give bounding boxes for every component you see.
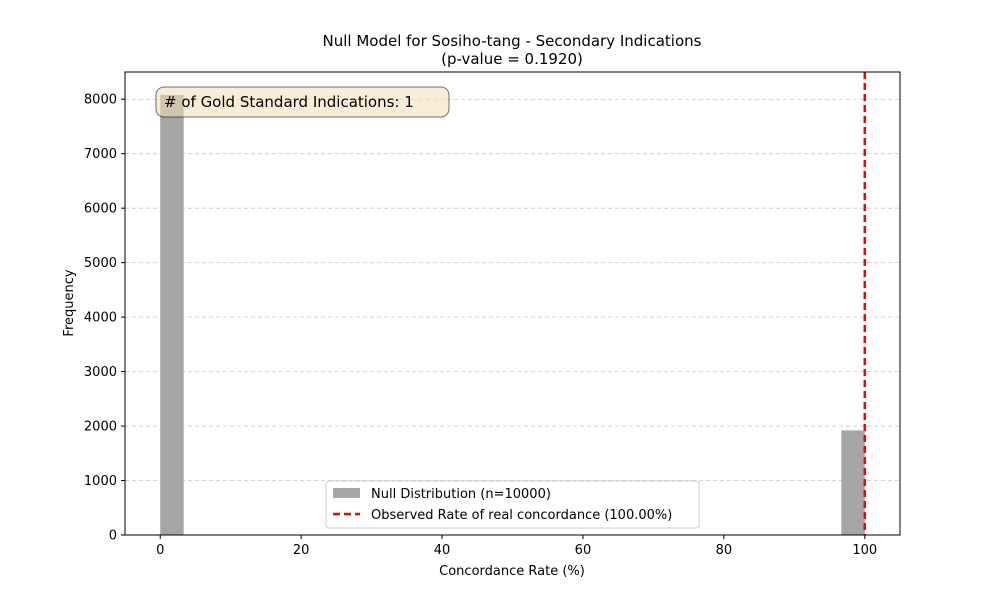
histogram-bar: [160, 94, 184, 535]
y-axis-ticks: 0 1000 2000 3000 4000 5000 6000 7000 8000: [84, 93, 125, 544]
y-tick-label: 4000: [84, 311, 117, 326]
y-tick-label: 6000: [84, 202, 117, 217]
histogram-bar: [841, 430, 865, 535]
legend-label-observed-rate: Observed Rate of real concordance (100.0…: [371, 508, 672, 523]
x-tick-label: 60: [575, 543, 592, 558]
y-tick-label: 1000: [84, 474, 117, 489]
y-tick-label: 8000: [84, 93, 117, 108]
x-tick-label: 0: [156, 543, 164, 558]
y-tick-label: 3000: [84, 365, 117, 380]
y-tick-label: 0: [109, 529, 117, 544]
y-tick-label: 5000: [84, 256, 117, 271]
chart-subtitle: (p-value = 0.1920): [441, 50, 583, 68]
x-axis-label: Concordance Rate (%): [439, 564, 585, 579]
grid-lines: [125, 98, 900, 536]
histogram-bars: [160, 94, 865, 535]
x-axis-ticks: 0 20 40 60 80 100: [156, 535, 877, 558]
legend-label-null-distribution: Null Distribution (n=10000): [371, 487, 551, 502]
y-axis-label: Frequency: [62, 269, 77, 336]
legend: Null Distribution (n=10000) Observed Rat…: [325, 480, 700, 529]
annotation-box: # of Gold Standard Indications: 1: [155, 86, 450, 118]
plot-frame: [124, 71, 901, 536]
legend-swatch-null-distribution: [333, 488, 360, 498]
x-tick-label: 100: [852, 543, 877, 558]
chart-title: Null Model for Sosiho-tang - Secondary I…: [323, 32, 702, 50]
x-tick-label: 80: [716, 543, 733, 558]
y-tick-label: 2000: [84, 420, 117, 435]
y-tick-label: 7000: [84, 147, 117, 162]
annotation-text: # of Gold Standard Indications: 1: [164, 93, 414, 111]
x-tick-label: 40: [434, 543, 451, 558]
x-tick-label: 20: [293, 543, 310, 558]
